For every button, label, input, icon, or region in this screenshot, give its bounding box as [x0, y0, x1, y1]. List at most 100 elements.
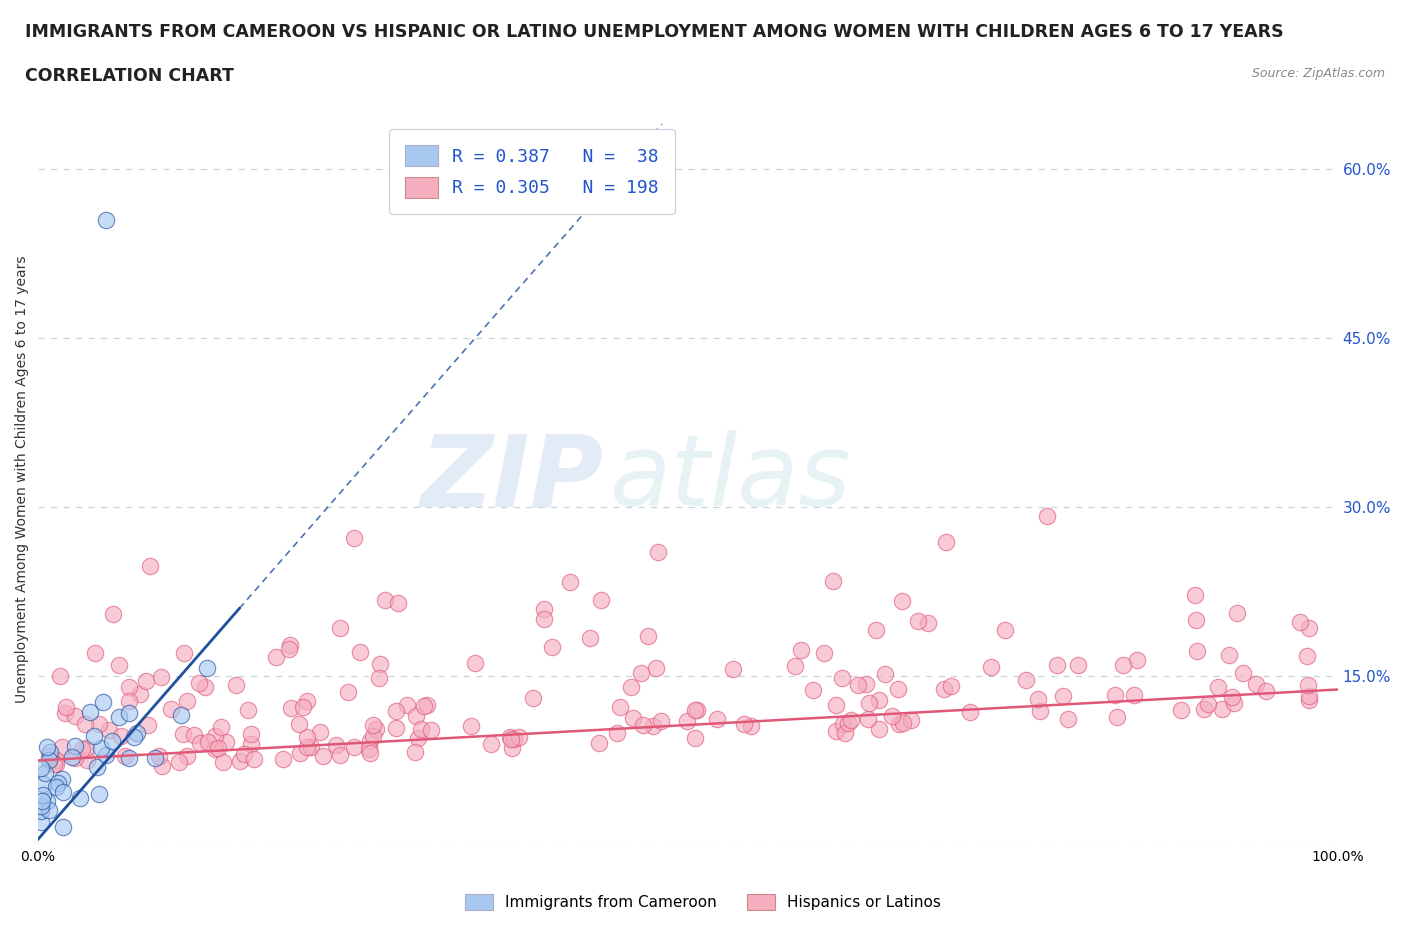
Point	[1107, 710, 1129, 724]
Point	[53, 705, 76, 720]
Point	[209, 719, 232, 734]
Point	[86, 759, 108, 774]
Point	[855, 676, 877, 691]
Point	[236, 702, 259, 717]
Point	[204, 728, 226, 743]
Point	[150, 670, 173, 684]
Point	[856, 711, 879, 726]
Point	[1218, 647, 1240, 662]
Y-axis label: Unemployment Among Women with Children Ages 6 to 17 years: Unemployment Among Women with Children A…	[15, 255, 30, 702]
Point	[405, 709, 427, 724]
Point	[420, 723, 443, 737]
Point	[1288, 614, 1310, 629]
Point	[1232, 666, 1254, 681]
Point	[823, 574, 845, 589]
Point	[650, 713, 672, 728]
Point	[233, 747, 256, 762]
Point	[94, 748, 117, 763]
Point	[160, 702, 183, 717]
Point	[1296, 648, 1319, 663]
Point	[499, 730, 522, 745]
Text: CORRELATION CHART: CORRELATION CHART	[25, 67, 235, 85]
Point	[939, 679, 962, 694]
Point	[45, 757, 67, 772]
Legend: Immigrants from Cameroon, Hispanics or Latinos: Immigrants from Cameroon, Hispanics or L…	[457, 886, 949, 918]
Point	[51, 771, 73, 786]
Point	[503, 732, 526, 747]
Point	[385, 704, 408, 719]
Point	[1036, 509, 1059, 524]
Point	[813, 645, 835, 660]
Point	[288, 716, 311, 731]
Point	[229, 753, 252, 768]
Point	[118, 705, 141, 720]
Point	[1026, 691, 1049, 706]
Point	[880, 708, 903, 723]
Point	[643, 719, 665, 734]
Point	[1184, 588, 1206, 603]
Point	[1170, 703, 1192, 718]
Point	[1015, 672, 1038, 687]
Point	[1052, 688, 1074, 703]
Point	[683, 703, 706, 718]
Point	[55, 699, 77, 714]
Point	[357, 741, 380, 756]
Point	[824, 724, 846, 738]
Point	[38, 802, 60, 817]
Point	[51, 739, 73, 754]
Point	[834, 725, 856, 740]
Point	[139, 559, 162, 574]
Legend: R = 0.387   N =  38, R = 0.305   N = 198: R = 0.387 N = 38, R = 0.305 N = 198	[389, 129, 675, 214]
Point	[150, 758, 173, 773]
Point	[45, 779, 67, 794]
Point	[1226, 605, 1249, 620]
Point	[225, 677, 247, 692]
Point	[108, 658, 131, 673]
Point	[858, 696, 880, 711]
Point	[825, 698, 848, 712]
Point	[211, 755, 233, 770]
Point	[197, 735, 219, 750]
Point	[460, 718, 482, 733]
Point	[30, 761, 52, 776]
Point	[52, 784, 75, 799]
Point	[118, 694, 141, 709]
Point	[32, 788, 55, 803]
Point	[239, 726, 262, 741]
Point	[887, 717, 910, 732]
Point	[623, 711, 645, 725]
Point	[416, 698, 439, 712]
Point	[110, 728, 132, 743]
Point	[273, 752, 295, 767]
Point	[329, 748, 352, 763]
Point	[343, 740, 366, 755]
Point	[94, 212, 117, 227]
Point	[31, 777, 53, 791]
Point	[1056, 711, 1078, 726]
Point	[101, 606, 124, 621]
Point	[846, 678, 869, 693]
Point	[97, 723, 120, 737]
Point	[1185, 644, 1208, 658]
Point	[1066, 658, 1088, 672]
Point	[118, 679, 141, 694]
Point	[501, 741, 523, 756]
Point	[127, 725, 149, 740]
Point	[176, 694, 198, 709]
Point	[278, 638, 301, 653]
Point	[30, 815, 52, 830]
Point	[733, 716, 755, 731]
Point	[45, 752, 67, 767]
Point	[385, 721, 408, 736]
Point	[108, 710, 131, 724]
Point	[631, 717, 654, 732]
Point	[35, 793, 58, 808]
Point	[1298, 693, 1320, 708]
Point	[118, 751, 141, 765]
Point	[994, 622, 1017, 637]
Point	[52, 820, 75, 835]
Point	[188, 675, 211, 690]
Point	[288, 746, 311, 761]
Point	[917, 616, 939, 631]
Point	[387, 595, 409, 610]
